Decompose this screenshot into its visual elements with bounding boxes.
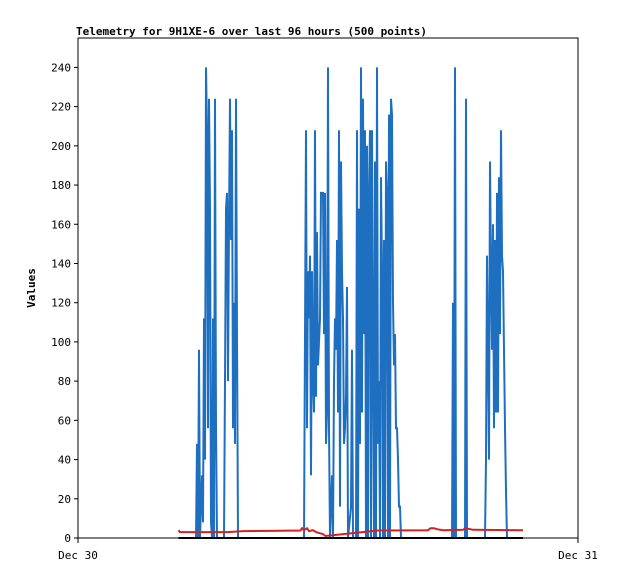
y-tick-label: 100 bbox=[51, 336, 71, 349]
y-tick-label: 40 bbox=[58, 454, 71, 467]
y-tick-label: 0 bbox=[64, 532, 71, 545]
y-axis-label: Values bbox=[25, 268, 38, 308]
x-axis: Dec 30 Dec 31 bbox=[58, 538, 598, 562]
y-axis: 0 20 40 60 80 100 120 140 160 180 200 220 240 bbox=[51, 61, 78, 545]
y-tick-label: 60 bbox=[58, 414, 71, 427]
series-line-0 bbox=[195, 67, 508, 539]
series-layer bbox=[177, 67, 524, 539]
x-tick-label: Dec 31 bbox=[558, 549, 598, 562]
y-tick-label: 160 bbox=[51, 218, 71, 231]
chart-title: Telemetry for 9H1XE-6 over last 96 hours… bbox=[76, 25, 427, 38]
y-tick-label: 20 bbox=[58, 493, 71, 506]
x-tick-label: Dec 30 bbox=[58, 549, 98, 562]
y-tick-label: 180 bbox=[51, 179, 71, 192]
y-tick-label: 220 bbox=[51, 101, 71, 114]
series-line-1 bbox=[177, 526, 524, 538]
y-tick-label: 120 bbox=[51, 297, 71, 310]
y-tick-label: 140 bbox=[51, 257, 71, 270]
y-tick-label: 240 bbox=[51, 61, 71, 74]
y-tick-label: 200 bbox=[51, 140, 71, 153]
y-tick-label: 80 bbox=[58, 375, 71, 388]
